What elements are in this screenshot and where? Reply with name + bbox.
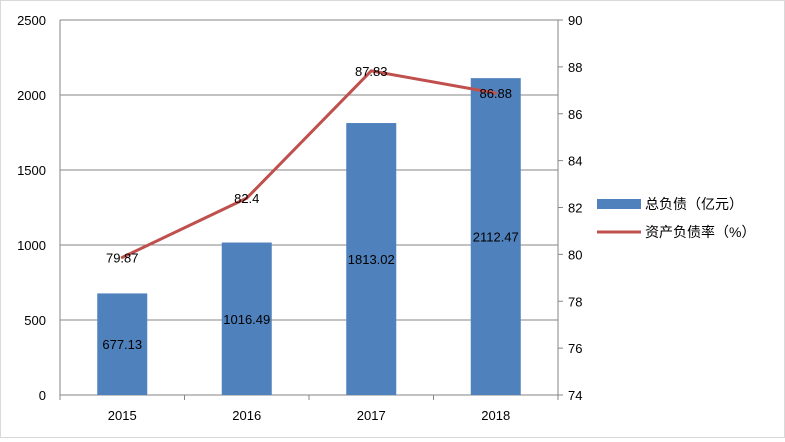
y-left-tick-label: 2500 xyxy=(17,13,46,28)
y-right-tick-label: 88 xyxy=(568,60,582,75)
line-data-label: 87.83 xyxy=(355,64,388,79)
bar xyxy=(97,293,148,395)
y-left-tick-label: 1000 xyxy=(17,238,46,253)
y-right-tick-label: 78 xyxy=(568,294,582,309)
y-left-tick-label: 1500 xyxy=(17,163,46,178)
y-right-tick-label: 84 xyxy=(568,154,582,169)
y-left-tick-label: 0 xyxy=(39,388,46,403)
line-data-label: 82.4 xyxy=(234,191,259,206)
legend: 总负债（亿元） 资产负债率（%） xyxy=(597,196,755,240)
x-tick-label: 2015 xyxy=(108,408,137,423)
bar-series xyxy=(97,78,521,395)
x-tick-label: 2016 xyxy=(232,408,261,423)
legend-label-bar: 总负债（亿元） xyxy=(645,196,743,212)
y-right-tick-label: 80 xyxy=(568,247,582,262)
bar-data-label: 1813.02 xyxy=(348,252,395,267)
bar xyxy=(470,78,521,395)
tick-labels: 0 500 1000 1500 2000 2500 74 76 78 80 82 84 86 88 90 20… xyxy=(17,13,582,423)
legend-label-line: 资产负债率（%） xyxy=(645,224,755,240)
bar-data-label: 677.13 xyxy=(102,337,142,352)
line-point xyxy=(494,91,498,95)
line-data-label: 86.88 xyxy=(479,86,512,101)
data-labels: 677.13 1016.49 1813.02 2112.47 79.87 82.4 87.8… xyxy=(102,64,518,352)
bar xyxy=(346,123,397,395)
y-right-tick-label: 82 xyxy=(568,201,582,216)
y-right-tick-label: 86 xyxy=(568,107,582,122)
line-data-label: 79.87 xyxy=(106,250,139,265)
y-right-tick-label: 90 xyxy=(568,13,582,28)
line-path xyxy=(121,69,497,259)
y-left-tick-label: 2000 xyxy=(17,88,46,103)
y-right-tick-label: 74 xyxy=(568,388,582,403)
x-tick-label: 2018 xyxy=(481,408,510,423)
bar xyxy=(221,242,272,395)
y-left-tick-label: 500 xyxy=(24,313,46,328)
y-right-tick-label: 76 xyxy=(568,341,582,356)
legend-swatch-bar xyxy=(597,199,641,209)
line-series xyxy=(120,69,498,259)
line-point xyxy=(245,196,249,200)
bar-data-label: 1016.49 xyxy=(223,312,270,327)
bar-data-label: 2112.47 xyxy=(473,230,519,245)
line-point xyxy=(369,69,373,73)
x-tick-label: 2017 xyxy=(357,408,386,423)
line-point xyxy=(120,255,124,259)
